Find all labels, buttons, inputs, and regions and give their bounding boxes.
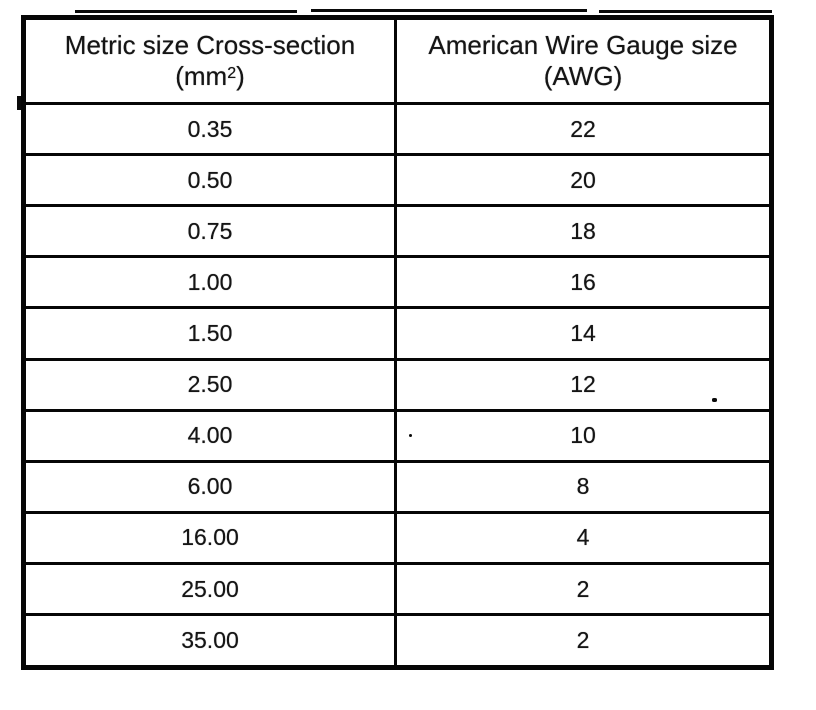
table-row: 1.00 16: [22, 255, 773, 310]
metric-header-title: Metric size Cross-section: [64, 30, 356, 60]
awg-size-cell: 12: [394, 357, 773, 412]
table-row: 6.00 8: [22, 459, 773, 514]
awg-size-cell: 22: [394, 101, 773, 157]
metric-size-cell: 4.00: [22, 408, 397, 463]
table-row: 0.50 20: [22, 153, 773, 208]
metric-size-cell: 1.50: [22, 306, 397, 361]
metric-column-header: Metric size Cross-section (mm2): [22, 16, 397, 105]
awg-size-cell: 14: [394, 306, 773, 361]
table-row: 0.75 18: [22, 204, 773, 259]
table-row: 0.35 22: [22, 101, 773, 157]
metric-header-unit: (mm2): [26, 61, 394, 92]
metric-size-cell: 35.00: [22, 613, 397, 669]
metric-unit-superscript: 2: [227, 65, 237, 82]
awg-size-cell: 2: [394, 561, 773, 617]
wire-gauge-conversion-table: Metric size Cross-section (mm2) American…: [21, 15, 774, 670]
table-row: 4.00 10: [22, 408, 773, 463]
table-row: 1.50 14: [22, 306, 773, 361]
awg-size-cell: 2: [394, 613, 773, 669]
scan-artifact-line: [75, 10, 297, 13]
metric-unit-pre: (mm: [175, 61, 228, 91]
awg-size-cell: 20: [394, 153, 773, 208]
scan-artifact-line: [311, 9, 587, 12]
awg-header-title: American Wire Gauge size: [428, 30, 738, 60]
header-row: Metric size Cross-section (mm2) American…: [22, 16, 773, 105]
metric-size-cell: 2.50: [22, 357, 397, 412]
metric-size-cell: 16.00: [22, 510, 397, 565]
awg-column-header: American Wire Gauge size (AWG): [394, 16, 773, 105]
awg-size-cell: 4: [394, 510, 773, 565]
table-row: 25.00 2: [22, 561, 773, 617]
metric-size-cell: 6.00: [22, 459, 397, 514]
awg-header-unit: (AWG): [543, 61, 623, 91]
awg-size-cell: 8: [394, 459, 773, 514]
metric-size-cell: 25.00: [22, 561, 397, 617]
table-row: 16.00 4: [22, 510, 773, 565]
metric-unit-post: ): [236, 61, 245, 91]
metric-size-cell: 0.75: [22, 204, 397, 259]
awg-size-cell: 10: [394, 408, 773, 463]
metric-size-cell: 0.50: [22, 153, 397, 208]
metric-size-cell: 0.35: [22, 101, 397, 157]
table-row: 2.50 12: [22, 357, 773, 412]
scan-artifact-nub: [17, 96, 21, 110]
awg-size-cell: 16: [394, 255, 773, 310]
metric-size-cell: 1.00: [22, 255, 397, 310]
awg-size-cell: 18: [394, 204, 773, 259]
scan-artifact-line: [599, 10, 772, 13]
table-row: 35.00 2: [22, 613, 773, 669]
